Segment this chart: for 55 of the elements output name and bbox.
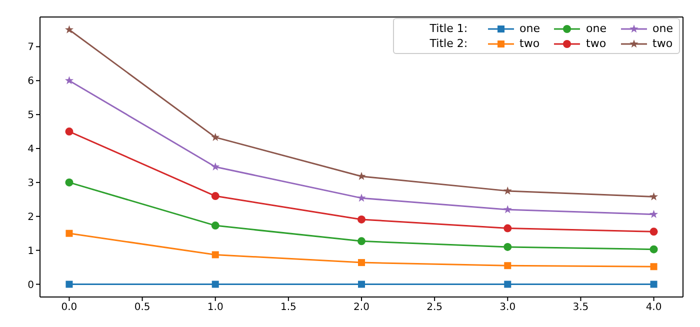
point bbox=[211, 162, 220, 170]
annotation: Title 2: bbox=[428, 37, 469, 50]
point bbox=[503, 205, 512, 214]
point bbox=[211, 132, 220, 141]
point bbox=[211, 222, 220, 230]
annotation: Title 1: bbox=[428, 22, 469, 35]
point bbox=[66, 230, 73, 237]
point bbox=[650, 280, 658, 288]
point bbox=[358, 215, 366, 224]
x-tick-label: 0.0 bbox=[61, 302, 78, 314]
y-tick-label: 7 bbox=[28, 42, 34, 54]
point bbox=[358, 259, 365, 266]
x-tick-label: 1.0 bbox=[207, 302, 224, 314]
point bbox=[358, 237, 366, 246]
point bbox=[650, 263, 658, 270]
point bbox=[357, 172, 366, 180]
point bbox=[65, 178, 74, 186]
point bbox=[649, 210, 658, 218]
x-tick-label: 3.5 bbox=[572, 302, 589, 314]
y-tick-label: 2 bbox=[28, 212, 34, 223]
y-tick-label: 5 bbox=[28, 110, 34, 122]
y-tick-label: 4 bbox=[28, 144, 34, 156]
legend-label: two bbox=[586, 37, 606, 50]
point bbox=[64, 25, 74, 34]
point bbox=[504, 262, 512, 270]
point bbox=[503, 186, 512, 195]
legend-label: one bbox=[652, 22, 673, 35]
point bbox=[66, 280, 73, 288]
x-tick-label: 2.5 bbox=[426, 302, 443, 314]
point bbox=[650, 228, 658, 236]
x-tick-label: 0.5 bbox=[134, 302, 150, 314]
point bbox=[65, 128, 74, 136]
point bbox=[358, 280, 365, 288]
point bbox=[650, 245, 658, 254]
point bbox=[357, 194, 366, 202]
y-tick-label: 3 bbox=[28, 178, 34, 190]
point bbox=[64, 76, 74, 84]
legend-label: two bbox=[520, 37, 540, 50]
y-tick-label: 1 bbox=[28, 246, 34, 257]
y-tick-label: 0 bbox=[28, 280, 34, 291]
point bbox=[211, 192, 220, 200]
point bbox=[212, 251, 219, 258]
x-tick-label: 2.0 bbox=[354, 302, 370, 314]
x-tick-label: 1.5 bbox=[280, 302, 296, 314]
point bbox=[504, 242, 512, 251]
point bbox=[504, 224, 512, 232]
legend-label: two bbox=[652, 37, 673, 50]
legend-label: one bbox=[586, 22, 607, 35]
point bbox=[212, 280, 219, 288]
point bbox=[649, 192, 658, 200]
x-tick-label: 4.0 bbox=[646, 302, 662, 314]
x-tick-label: 3.0 bbox=[500, 302, 516, 314]
point bbox=[504, 280, 512, 288]
legend-label: one bbox=[520, 22, 540, 35]
y-tick-label: 6 bbox=[28, 76, 34, 88]
